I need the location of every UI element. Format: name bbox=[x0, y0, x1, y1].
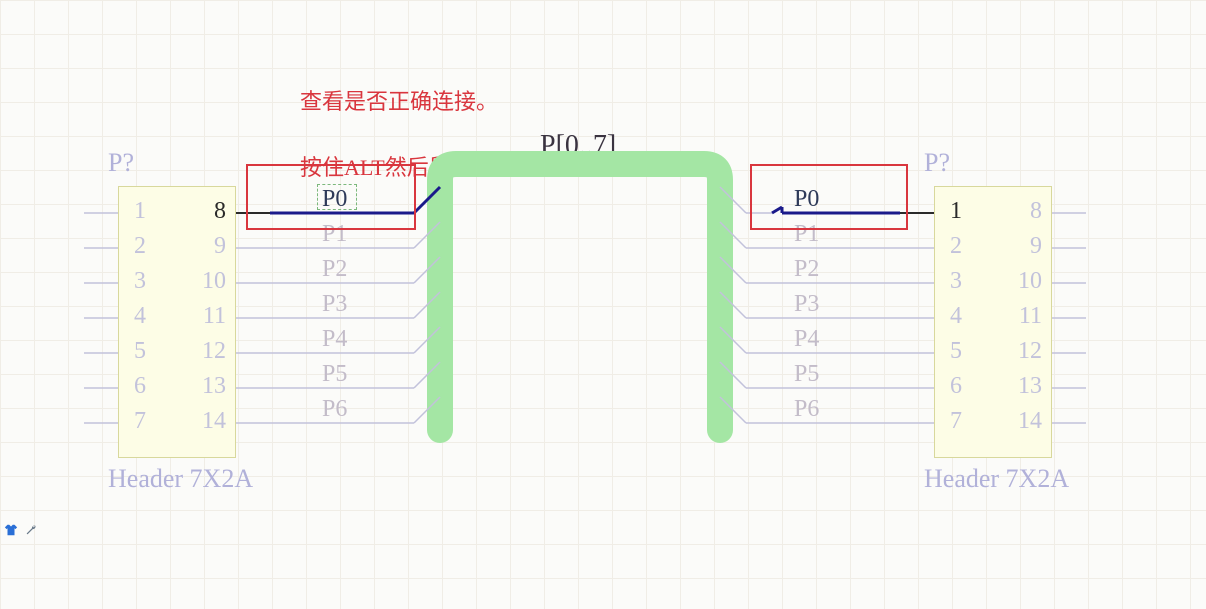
wrench-icon[interactable] bbox=[24, 523, 38, 537]
shirt-icon[interactable] bbox=[4, 523, 18, 537]
right-net-P5[interactable]: P5 bbox=[794, 361, 819, 388]
right-net-P2[interactable]: P2 bbox=[794, 256, 819, 283]
right-net-P3[interactable]: P3 bbox=[794, 291, 819, 318]
highlight-box-right bbox=[750, 164, 908, 230]
schematic-canvas[interactable]: 查看是否正确连接。 按住ALT然后鼠标点击要看的线路 P[0..7] P? He… bbox=[0, 0, 1206, 609]
right-net-P4[interactable]: P4 bbox=[794, 326, 819, 353]
mini-toolbar bbox=[4, 523, 38, 537]
right-wires bbox=[0, 0, 1206, 609]
right-net-P6[interactable]: P6 bbox=[794, 396, 819, 423]
